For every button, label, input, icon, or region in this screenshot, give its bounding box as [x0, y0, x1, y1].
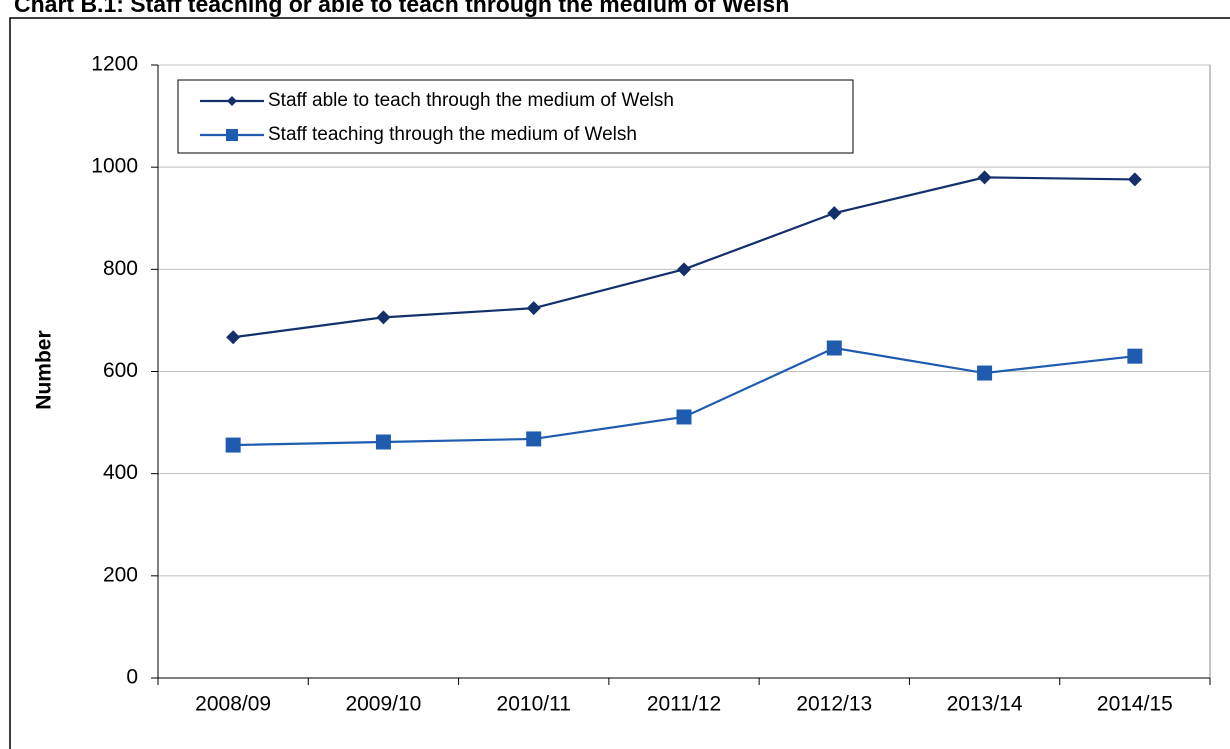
legend-marker	[227, 96, 237, 106]
data-point	[226, 330, 241, 345]
x-tick-label: 2011/12	[647, 693, 721, 716]
x-tick-label: 2014/15	[1097, 693, 1173, 716]
data-point	[526, 301, 541, 316]
legend-label: Staff able to teach through the medium o…	[268, 90, 674, 111]
legend-marker	[226, 129, 238, 141]
data-point	[1127, 348, 1143, 364]
data-point	[977, 365, 993, 381]
data-point	[526, 431, 542, 447]
y-tick-label: 200	[103, 563, 138, 586]
data-point	[225, 437, 241, 453]
legend-label: Staff teaching through the medium of Wel…	[268, 124, 637, 145]
chart-frame	[9, 17, 1230, 749]
x-tick-label: 2013/14	[947, 693, 1023, 716]
data-point	[676, 409, 692, 425]
y-tick-label: 800	[103, 257, 138, 280]
legend-box	[177, 79, 854, 154]
x-tick-label: 2012/13	[796, 693, 872, 716]
data-point	[677, 262, 691, 277]
data-point	[827, 206, 842, 221]
x-tick-label: 2010/11	[497, 693, 571, 716]
data-point	[826, 340, 842, 356]
y-tick-label: 0	[126, 666, 138, 689]
y-axis-label: Number	[33, 330, 56, 409]
x-tick-label: 2008/09	[195, 693, 271, 716]
y-tick-label: 600	[103, 359, 138, 382]
chart-title: Chart B.1: Staff teaching or able to tea…	[14, 0, 789, 17]
data-point	[375, 434, 391, 450]
data-point	[376, 310, 391, 325]
data-point	[977, 170, 992, 185]
y-tick-label: 1000	[91, 155, 138, 178]
y-tick-label: 1200	[91, 53, 138, 76]
x-tick-label: 2009/10	[345, 693, 421, 716]
y-tick-label: 400	[103, 461, 138, 484]
data-point	[1127, 172, 1142, 187]
